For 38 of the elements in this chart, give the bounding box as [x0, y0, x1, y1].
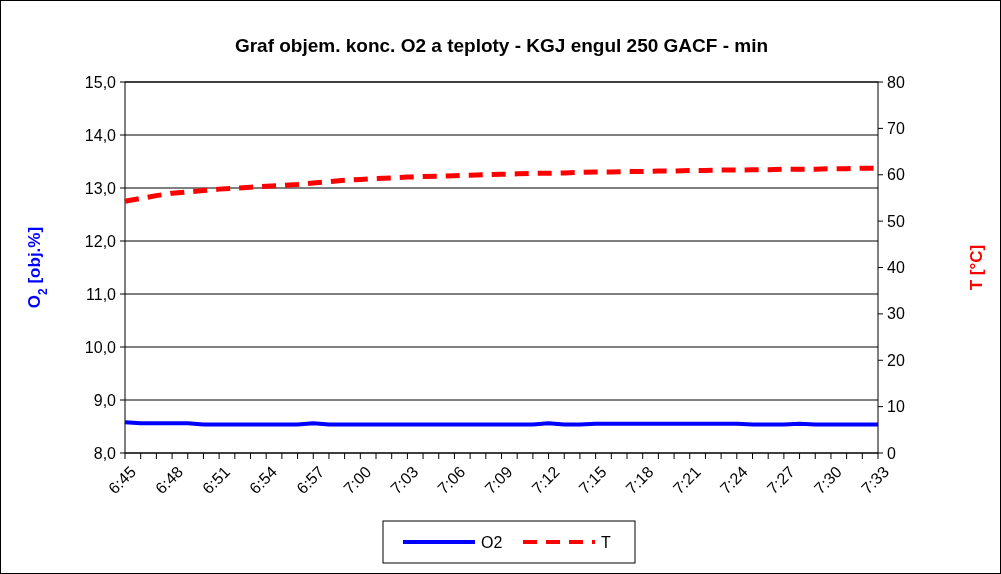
legend-label: O2 [481, 533, 503, 551]
x-tick-label: 6:45 [105, 462, 140, 498]
x-tick-label: 7:30 [810, 462, 846, 498]
y2-tick-label: 30 [887, 305, 905, 323]
y-tick-label: 11,0 [86, 285, 117, 303]
y-tick-label: 9,0 [93, 391, 117, 409]
x-tick-label: 7:27 [763, 462, 798, 498]
y2-tick-label: 50 [887, 212, 905, 230]
x-tick-label: 7:03 [387, 462, 422, 498]
x-tick-label: 6:54 [246, 462, 281, 498]
y-tick-label: 15,0 [84, 73, 117, 91]
x-tick-label: 7:00 [340, 462, 375, 498]
x-tick-label: 7:09 [481, 462, 516, 498]
x-tick-label: 7:15 [575, 462, 610, 498]
y-tick-label: 13,0 [84, 179, 117, 197]
x-tick-label: 7:21 [669, 462, 704, 498]
chart-title: Graf objem. konc. O2 a teploty - KGJ engul 250 GACF - min [234, 35, 769, 56]
y-tick-label: 10,0 [84, 338, 117, 356]
y2-tick-label: 40 [887, 259, 905, 277]
y2-tick-label: 20 [887, 351, 905, 369]
x-tick-label: 7:33 [858, 462, 893, 498]
y-tick-label: 14,0 [84, 126, 117, 144]
y2-tick-label: 70 [887, 119, 905, 137]
y2-tick-label: 10 [887, 398, 905, 416]
y2-axis-title: T [°C] [967, 244, 986, 291]
x-tick-label: 7:24 [716, 462, 751, 498]
y-tick-label: 12,0 [84, 232, 117, 250]
y2-tick-label: 0 [887, 444, 896, 462]
x-tick-label: 6:48 [152, 462, 187, 498]
y2-tick-label: 80 [887, 73, 905, 91]
x-tick-label: 6:51 [199, 462, 234, 498]
legend-label: T [601, 533, 611, 551]
y-tick-label: 8,0 [93, 444, 117, 462]
y2-tick-label: 60 [887, 166, 905, 184]
x-tick-label: 6:57 [293, 462, 328, 498]
x-tick-label: 7:12 [528, 462, 563, 498]
x-tick-label: 7:18 [622, 462, 657, 498]
x-tick-label: 7:06 [434, 462, 469, 498]
